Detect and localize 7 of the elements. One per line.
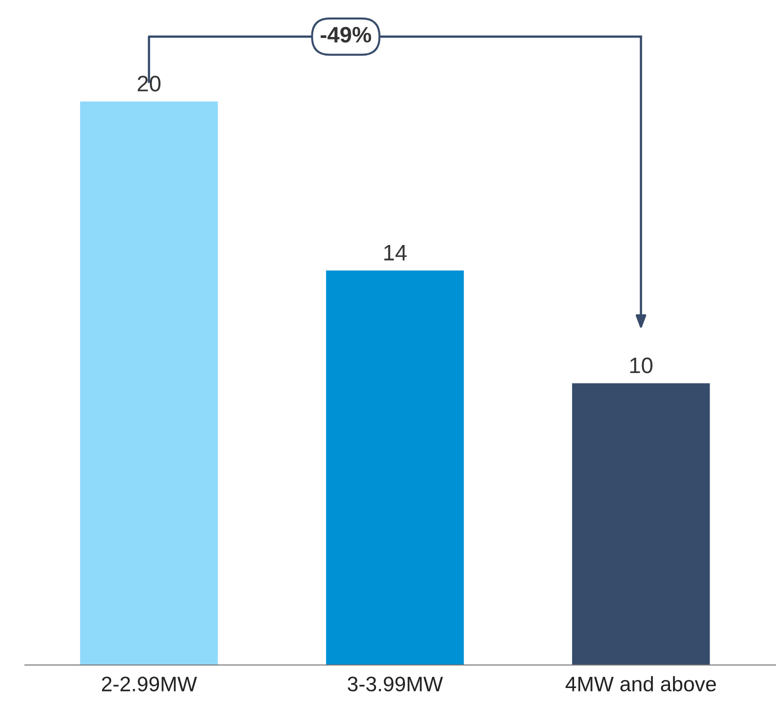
- data-label: 10: [630, 358, 652, 374]
- x-tick-label: 3-3.99MW: [348, 676, 443, 692]
- text: -49%: [320, 26, 372, 43]
- data-label: 14: [384, 245, 407, 260]
- x-tick-label: 2-2.99MW: [102, 676, 197, 692]
- x-tick-label: 4MW and above: [566, 676, 716, 692]
- data-label: 20: [138, 76, 160, 92]
